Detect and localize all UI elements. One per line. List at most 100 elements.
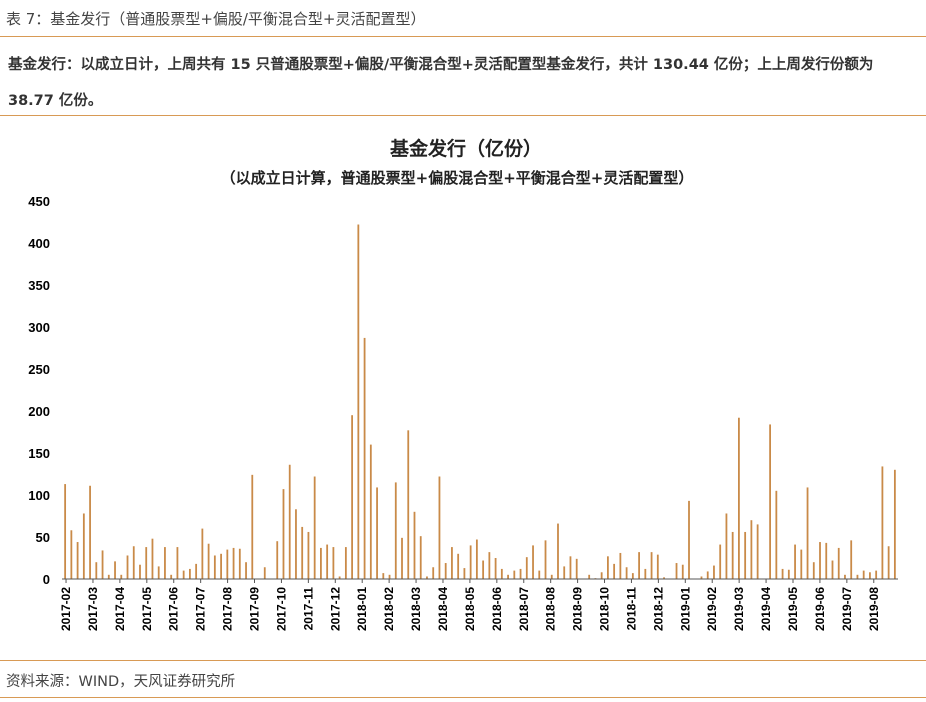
bar <box>569 556 572 579</box>
bar <box>195 563 198 579</box>
bar <box>338 576 341 579</box>
bar <box>538 570 541 579</box>
bar <box>812 562 815 579</box>
bar <box>76 542 79 579</box>
bar <box>176 547 179 579</box>
bar <box>738 417 740 579</box>
y-axis: 0 50 100 150 200 250 300 350 400 450 <box>28 194 50 587</box>
x-tick-label: 2018-10 <box>598 587 612 631</box>
bar <box>806 487 809 579</box>
bar <box>107 574 110 579</box>
bar <box>401 537 403 579</box>
bar <box>631 573 634 579</box>
x-tick-label: 2017-12 <box>328 587 342 631</box>
bar <box>170 574 173 579</box>
bar <box>151 538 154 579</box>
y-tick-label: 250 <box>28 362 50 377</box>
table-caption: 表 7：基金发行（普通股票型+偏股/平衡混合型+灵活配置型） <box>6 10 426 28</box>
summary-text: 基金发行：以成立日计，上周共有 15 只普通股票型+偏股/平衡混合型+灵活配置型… <box>8 57 874 109</box>
bar <box>613 563 616 579</box>
y-tick-label: 0 <box>43 572 50 587</box>
bar <box>70 530 73 579</box>
bar <box>382 573 385 579</box>
bar <box>600 572 603 579</box>
bar <box>557 523 559 579</box>
bar <box>513 570 516 579</box>
bar <box>444 563 447 579</box>
bar <box>320 547 322 579</box>
x-tick-label: 2017-03 <box>86 587 100 631</box>
summary-rule <box>0 115 926 116</box>
footer-rule <box>0 697 926 698</box>
bar <box>357 224 360 579</box>
x-tick-label: 2018-07 <box>517 587 531 631</box>
bar <box>120 574 123 579</box>
bar <box>525 557 528 579</box>
bar <box>457 553 460 579</box>
bar <box>725 513 728 579</box>
y-tick-label: 100 <box>28 488 50 503</box>
bar <box>263 567 266 579</box>
bar <box>663 577 665 579</box>
bar <box>800 549 803 579</box>
bar <box>850 540 853 579</box>
bar <box>532 545 534 579</box>
bar <box>507 574 509 579</box>
bar <box>794 544 796 579</box>
bar <box>744 531 747 579</box>
bar <box>394 482 397 579</box>
bar <box>351 415 353 579</box>
bar <box>307 531 310 579</box>
x-tick-label: 2017-04 <box>113 587 127 631</box>
x-tick-label: 2018-09 <box>571 587 585 631</box>
bar <box>706 571 709 579</box>
bar <box>114 561 116 579</box>
x-tick-label: 2017-05 <box>140 587 154 631</box>
bar <box>451 547 453 579</box>
bar <box>282 489 285 579</box>
x-tick-label: 2017-10 <box>274 587 288 631</box>
bar <box>463 568 466 579</box>
bar <box>189 568 191 579</box>
x-tick-label: 2017-07 <box>194 587 208 631</box>
y-tick-label: 200 <box>28 404 50 419</box>
bar <box>226 549 229 579</box>
bar <box>775 490 778 579</box>
bar <box>619 552 622 579</box>
x-tick-label: 2019-05 <box>786 587 800 631</box>
bar <box>756 524 759 579</box>
bar <box>482 560 485 579</box>
bar <box>881 466 884 579</box>
x-tick-label: 2018-05 <box>463 587 477 631</box>
bar <box>376 487 378 579</box>
x-tick-label: 2018-03 <box>409 587 423 631</box>
bar <box>625 567 628 579</box>
bar <box>519 568 522 579</box>
bottom-rule <box>0 660 926 661</box>
x-axis: 2017-02 2017-03 2017-04 2017-05 2017-06 2017-… <box>59 579 881 631</box>
bar <box>139 564 141 579</box>
bar <box>713 565 715 579</box>
x-tick-label: 2019-07 <box>840 587 854 631</box>
x-tick-label: 2017-11 <box>301 587 315 631</box>
bar <box>575 558 578 579</box>
bar <box>232 547 235 579</box>
bar <box>488 552 491 579</box>
bar <box>276 541 279 579</box>
bar <box>837 547 840 579</box>
bar <box>750 520 753 579</box>
bar <box>220 553 222 579</box>
bar <box>638 552 640 579</box>
bar <box>544 540 547 579</box>
fund-issuance-chart: 基金发行（亿份） （以成立日计算，普通股票型+偏股混合型+平衡混合型+灵活配置型… <box>28 137 898 631</box>
x-tick-label: 2019-06 <box>813 587 827 631</box>
x-tick-label: 2018-02 <box>382 587 396 631</box>
bar-series <box>64 224 896 579</box>
x-tick-label: 2018-06 <box>490 587 504 631</box>
bar <box>89 485 91 579</box>
bar <box>469 545 472 579</box>
bar <box>413 511 416 579</box>
bar <box>731 531 734 579</box>
bar <box>201 528 204 579</box>
bar <box>887 546 890 579</box>
